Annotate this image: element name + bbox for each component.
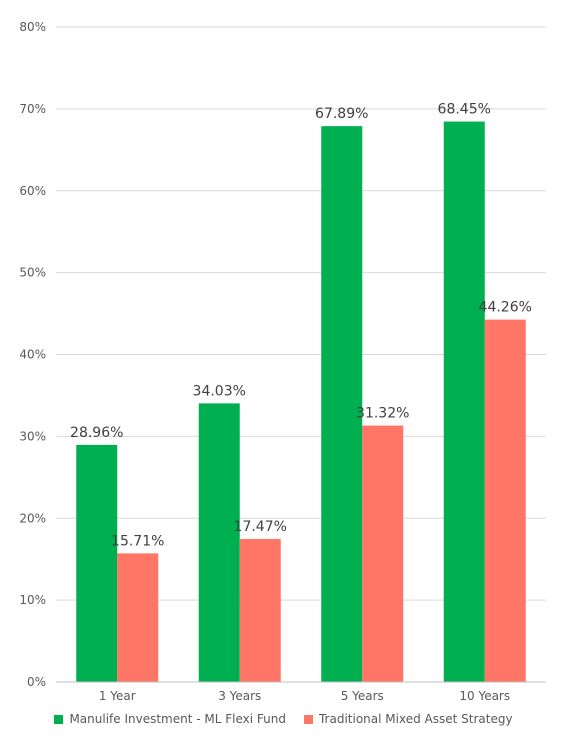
legend-swatch-series-1 <box>54 714 64 724</box>
data-label: 31.32% <box>356 406 409 422</box>
data-label: 67.89% <box>315 106 368 122</box>
bar-series-2 <box>117 553 159 682</box>
data-label: 68.45% <box>438 102 491 118</box>
y-tick-label: 20% <box>19 511 46 525</box>
data-label: 28.96% <box>70 425 123 441</box>
bar-series-2 <box>239 538 281 682</box>
legend-swatch-series-2 <box>303 714 313 724</box>
bar-chart: 0% 10% 20% 30% 40% 50% 60% 70% 80% 28.96% 15.71% 1 … <box>19 20 546 703</box>
y-tick-label: 70% <box>19 102 46 116</box>
legend-label-series-2: Traditional Mixed Asset Strategy <box>318 712 513 726</box>
y-tick-label: 0% <box>27 675 46 689</box>
data-label: 44.26% <box>479 300 532 316</box>
bar-series-1 <box>198 403 240 682</box>
x-tick-label: 3 Years <box>218 689 261 703</box>
bar-series-2 <box>484 319 526 682</box>
x-tick-label: 10 Years <box>459 689 510 703</box>
y-tick-label: 40% <box>19 348 46 362</box>
bar-series-2 <box>362 425 404 682</box>
data-label: 17.47% <box>234 519 287 535</box>
x-tick-label: 1 Year <box>99 689 136 703</box>
bar-series-1 <box>443 121 485 683</box>
y-tick-label: 30% <box>19 429 46 443</box>
legend: Manulife Investment - ML Flexi Fund Trad… <box>0 712 567 726</box>
y-tick-label: 60% <box>19 184 46 198</box>
legend-item-series-1: Manulife Investment - ML Flexi Fund <box>54 712 286 726</box>
y-tick-label: 10% <box>19 593 46 607</box>
y-tick-label: 80% <box>19 20 46 34</box>
data-label: 15.71% <box>111 533 164 549</box>
bar-series-1 <box>321 126 363 682</box>
bar-series-1 <box>76 444 118 682</box>
legend-label-series-1: Manulife Investment - ML Flexi Fund <box>69 712 286 726</box>
legend-item-series-2: Traditional Mixed Asset Strategy <box>303 712 513 726</box>
y-tick-label: 50% <box>19 266 46 280</box>
data-label: 34.03% <box>193 383 246 399</box>
x-tick-label: 5 Years <box>341 689 384 703</box>
